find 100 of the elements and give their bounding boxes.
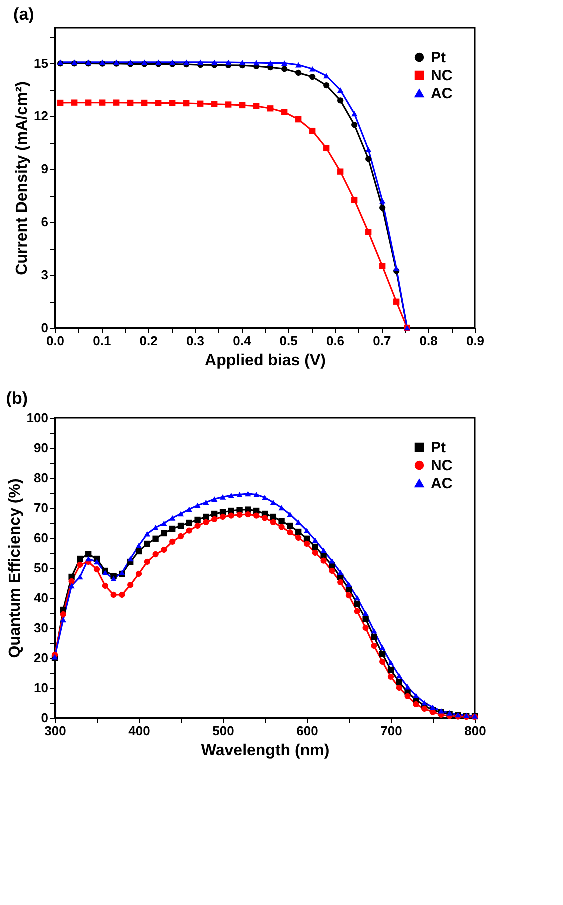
point xyxy=(60,617,66,623)
y-tick-label: 20 xyxy=(34,650,48,666)
point xyxy=(296,528,302,536)
point xyxy=(178,522,184,530)
point xyxy=(186,506,192,512)
point xyxy=(262,495,268,500)
point xyxy=(338,88,344,93)
point xyxy=(366,156,372,162)
x-tick-label: 0.8 xyxy=(420,334,438,348)
x-tick-label: 0.3 xyxy=(186,334,205,348)
point xyxy=(94,559,100,565)
x-tick-label: 0.7 xyxy=(373,334,392,348)
point xyxy=(110,576,117,582)
x-tick-label: 0.6 xyxy=(326,334,345,348)
x-tick-label: 0.1 xyxy=(93,334,112,348)
point xyxy=(422,700,428,706)
point xyxy=(320,558,327,564)
point xyxy=(170,538,176,545)
point xyxy=(203,514,210,520)
point xyxy=(262,515,268,522)
point xyxy=(212,496,218,502)
point xyxy=(194,522,201,530)
point xyxy=(136,543,142,548)
point xyxy=(102,582,108,590)
point xyxy=(282,109,288,116)
point xyxy=(136,570,142,578)
point xyxy=(245,491,252,497)
x-tick-label: 0.9 xyxy=(466,334,485,348)
point xyxy=(352,111,358,117)
y-tick-label: 3 xyxy=(41,268,48,283)
point xyxy=(362,624,369,632)
point xyxy=(296,116,302,123)
x-tick-label: 300 xyxy=(44,724,66,738)
point xyxy=(212,510,218,518)
point xyxy=(338,98,344,104)
point xyxy=(310,74,316,80)
point xyxy=(198,100,204,107)
legend-label: AC xyxy=(431,86,453,102)
point xyxy=(72,100,78,106)
x-tick-label: 500 xyxy=(212,724,234,738)
point xyxy=(226,60,232,66)
point xyxy=(296,534,302,542)
point xyxy=(203,519,210,526)
y-tick-label: 12 xyxy=(34,108,48,124)
point xyxy=(278,524,285,530)
point xyxy=(102,570,108,576)
y-axis-title: Quantum Efficiency (%) xyxy=(6,478,24,658)
point xyxy=(312,544,318,550)
point xyxy=(228,512,234,519)
point xyxy=(396,684,402,692)
point xyxy=(422,706,428,712)
point xyxy=(371,642,378,650)
point xyxy=(86,100,92,106)
point xyxy=(354,595,360,601)
point xyxy=(380,645,386,650)
legend-label: NC xyxy=(431,68,453,84)
point xyxy=(170,526,176,532)
point xyxy=(77,562,84,568)
point xyxy=(371,634,378,640)
y-tick-label: 70 xyxy=(34,500,48,516)
y-axis-title: Current Density (mA/cm²) xyxy=(14,82,32,276)
point xyxy=(186,528,192,534)
point xyxy=(413,693,420,698)
point xyxy=(320,548,327,554)
y-tick-label: 80 xyxy=(34,470,48,486)
point xyxy=(254,512,260,519)
y-tick-label: 40 xyxy=(34,590,48,606)
point xyxy=(287,530,294,536)
x-tick-label: 400 xyxy=(128,724,150,738)
point xyxy=(380,658,386,665)
chart-title: (b) xyxy=(6,389,28,408)
point xyxy=(128,100,134,106)
point xyxy=(278,518,285,525)
legend-label: Pt xyxy=(431,50,446,66)
point xyxy=(338,168,344,175)
point xyxy=(128,556,134,562)
point xyxy=(136,548,142,555)
point xyxy=(388,674,394,680)
point xyxy=(329,568,336,574)
point xyxy=(228,493,234,498)
point xyxy=(362,610,369,616)
point xyxy=(329,558,336,564)
legend-label: AC xyxy=(431,476,453,492)
point xyxy=(270,500,276,506)
chart-title: (a) xyxy=(14,5,34,24)
point xyxy=(346,582,352,588)
y-tick-label: 10 xyxy=(34,680,48,696)
point xyxy=(184,60,190,66)
point xyxy=(194,516,201,524)
point xyxy=(296,520,302,526)
point xyxy=(77,556,84,562)
point xyxy=(380,263,386,270)
point xyxy=(77,574,84,580)
x-tick-label: 0.5 xyxy=(280,334,298,348)
point xyxy=(161,546,168,554)
point xyxy=(114,100,120,106)
point xyxy=(312,550,318,556)
y-tick-label: 0 xyxy=(41,710,48,726)
point xyxy=(396,679,402,686)
point xyxy=(100,100,106,106)
